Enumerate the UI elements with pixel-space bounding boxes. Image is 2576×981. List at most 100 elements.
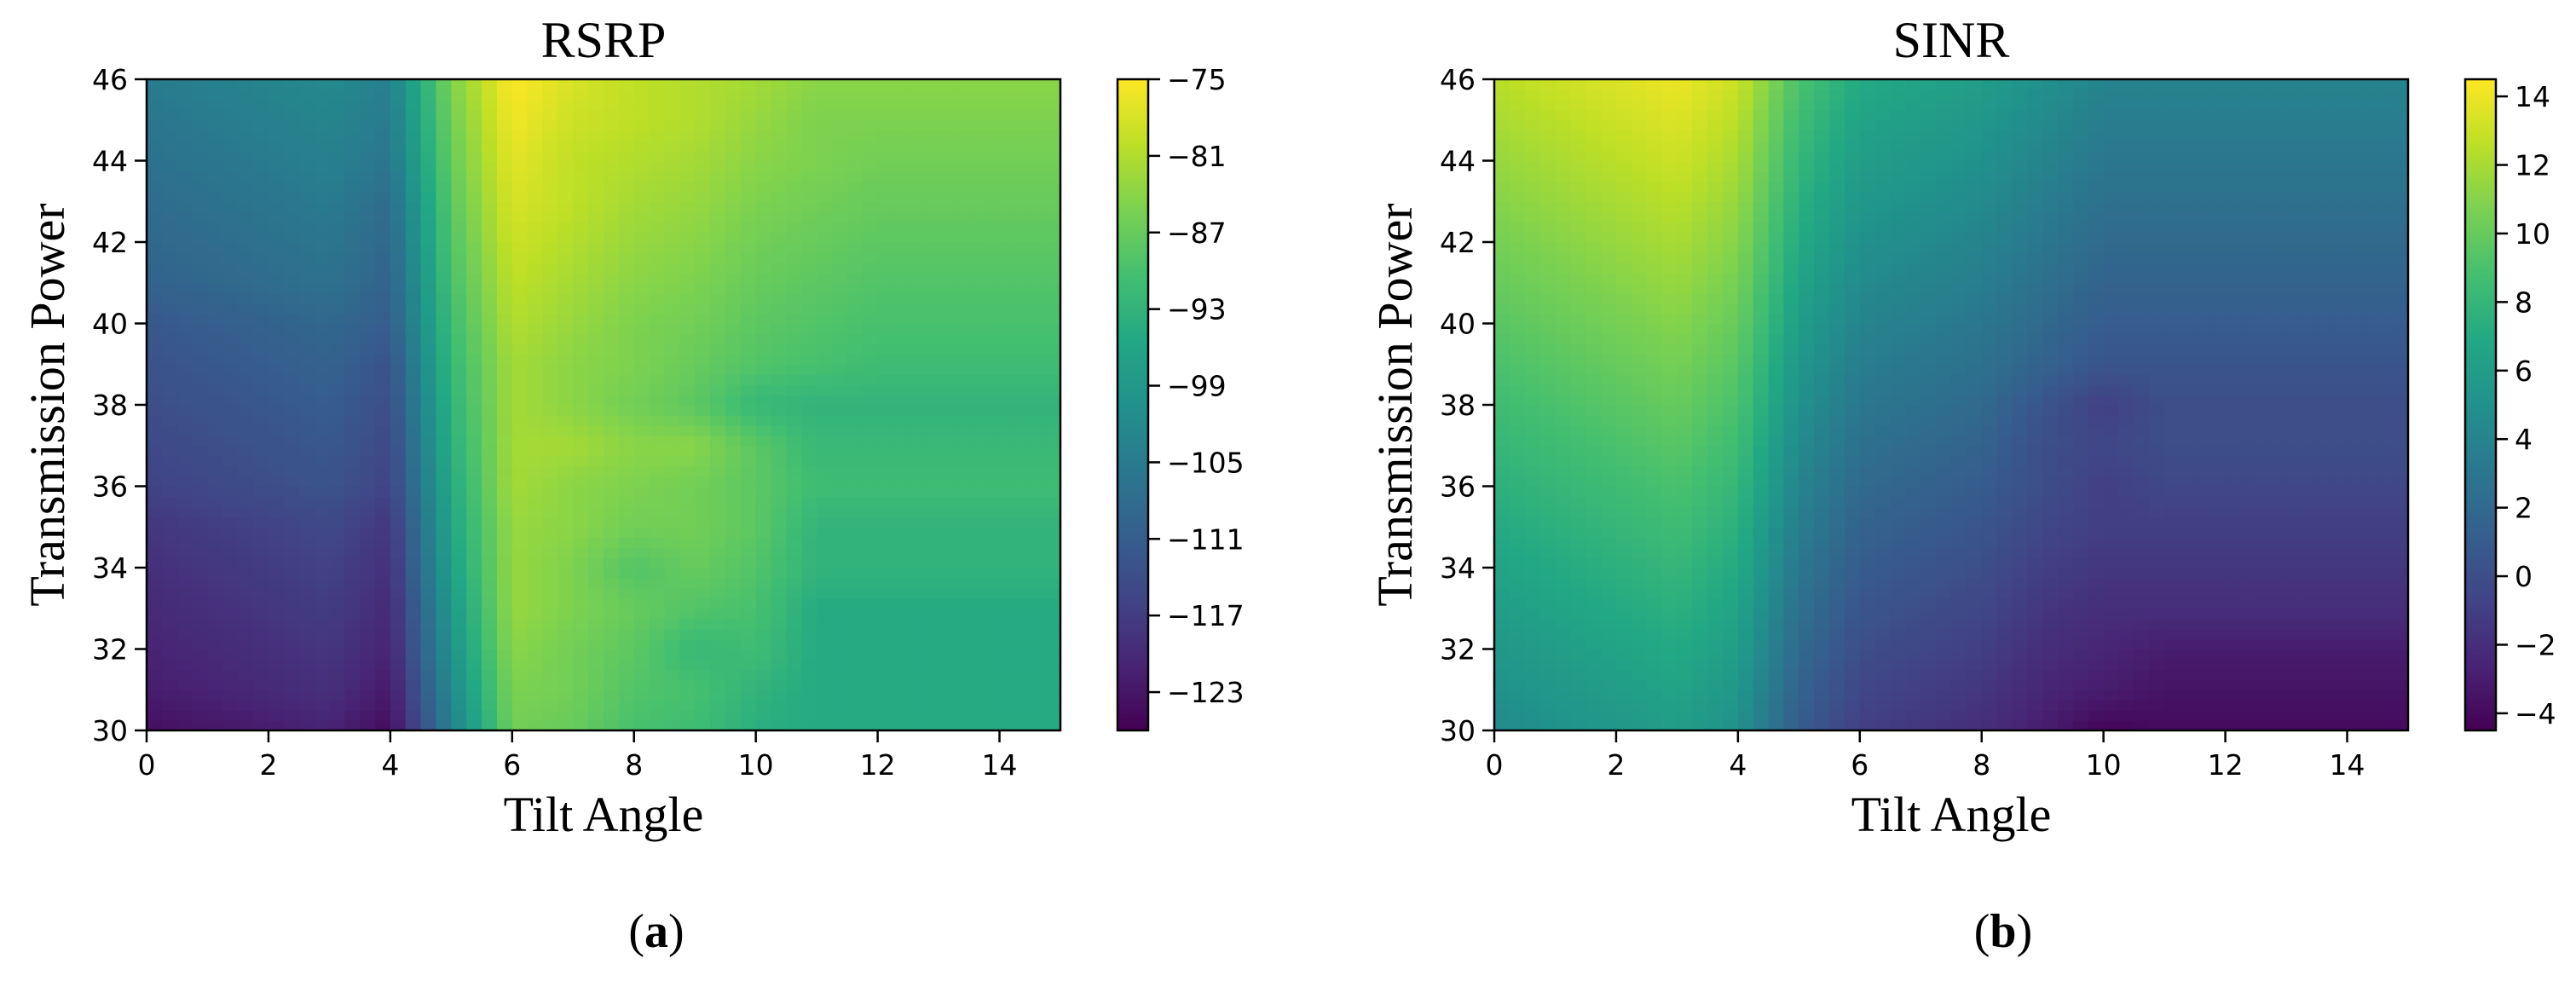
- heatmap-cell: [2271, 597, 2287, 609]
- heatmap-cell: [147, 242, 163, 253]
- heatmap-cell: [633, 405, 650, 416]
- heatmap-cell: [238, 242, 254, 253]
- heatmap-cell: [923, 465, 939, 477]
- heatmap-cell: [1585, 587, 1602, 599]
- heatmap-cell: [939, 568, 955, 579]
- heatmap-cell: [207, 170, 224, 182]
- heatmap-cell: [1045, 262, 1060, 274]
- heatmap-cell: [390, 435, 407, 447]
- heatmap-cell: [420, 597, 437, 609]
- heatmap-cell: [451, 568, 467, 579]
- heatmap-cell: [908, 323, 924, 335]
- heatmap-cell: [527, 222, 544, 233]
- heatmap-cell: [801, 343, 817, 355]
- heatmap-cell: [176, 659, 193, 671]
- heatmap-cell: [862, 577, 879, 589]
- heatmap-cell: [923, 537, 939, 548]
- heatmap-cell: [1692, 608, 1708, 620]
- heatmap-cell: [1890, 577, 1907, 589]
- heatmap-cell: [375, 374, 391, 385]
- heatmap-cell: [968, 313, 985, 325]
- heatmap-cell: [2240, 608, 2257, 620]
- heatmap-cell: [953, 496, 970, 508]
- heatmap-cell: [390, 527, 407, 538]
- heatmap-cell: [1014, 496, 1031, 508]
- heatmap-cell: [238, 251, 254, 263]
- heatmap-cell: [238, 710, 254, 721]
- heatmap-cell: [695, 537, 711, 548]
- heatmap-cell: [176, 414, 193, 426]
- heatmap-cell: [1509, 628, 1526, 640]
- heatmap-cell: [1737, 597, 1754, 609]
- heatmap-cell: [344, 181, 361, 193]
- heatmap-cell: [1723, 710, 1739, 721]
- heatmap-cell: [482, 292, 498, 304]
- heatmap-cell: [2058, 700, 2074, 711]
- heatmap-cell: [390, 455, 407, 467]
- heatmap-cell: [755, 211, 772, 222]
- heatmap-cell: [1996, 587, 2013, 599]
- heatmap-cell: [2134, 690, 2151, 701]
- heatmap-cell: [923, 405, 939, 416]
- heatmap-cell: [588, 496, 604, 508]
- heatmap-cell: [832, 690, 848, 701]
- heatmap-cell: [253, 262, 269, 274]
- heatmap-cell: [1045, 597, 1060, 609]
- heatmap-cell: [2164, 638, 2180, 650]
- heatmap-cell: [2377, 710, 2394, 721]
- heatmap-cell: [695, 445, 711, 457]
- heatmap-cell: [1045, 282, 1060, 294]
- heatmap-cell: [1677, 547, 1694, 558]
- heatmap-cell: [953, 140, 970, 152]
- heatmap-cell: [649, 597, 666, 609]
- heatmap-cell: [1920, 527, 1937, 538]
- heatmap-cell: [238, 201, 254, 212]
- heatmap-cell: [968, 516, 985, 528]
- heatmap-cell: [999, 435, 1016, 447]
- heatmap-cell: [298, 700, 315, 711]
- heatmap-cell: [1905, 649, 1922, 661]
- heatmap-cell: [451, 659, 467, 671]
- heatmap-cell: [2209, 608, 2227, 620]
- heatmap-cell: [314, 232, 331, 243]
- heatmap-cell: [771, 414, 788, 426]
- heatmap-cell: [710, 242, 726, 253]
- heatmap-cell: [314, 181, 331, 193]
- heatmap-cell: [207, 313, 224, 325]
- heatmap-cell: [939, 557, 955, 568]
- heatmap-cell: [176, 527, 193, 538]
- heatmap-cell: [862, 242, 879, 253]
- heatmap-cell: [892, 130, 910, 141]
- heatmap-cell: [1799, 638, 1815, 650]
- heatmap-cell: [2012, 700, 2029, 711]
- heatmap-cell: [1799, 537, 1815, 548]
- heatmap-cell: [344, 222, 361, 233]
- heatmap-cell: [466, 374, 482, 385]
- heatmap-cell: [482, 364, 498, 375]
- heatmap-cell: [1981, 659, 1998, 671]
- heatmap-cell: [649, 476, 666, 488]
- heatmap-cell: [923, 506, 939, 518]
- heatmap-cell: [390, 282, 407, 294]
- heatmap-cell: [511, 232, 528, 243]
- heatmap-cell: [633, 476, 650, 488]
- heatmap-cell: [436, 354, 453, 366]
- heatmap-cell: [771, 343, 788, 355]
- heatmap-cell: [344, 659, 361, 671]
- heatmap-cell: [618, 700, 635, 711]
- heatmap-cell: [527, 700, 544, 711]
- heatmap-cell: [939, 333, 955, 345]
- heatmap-cell: [1509, 557, 1526, 568]
- heatmap-cell: [420, 333, 437, 345]
- heatmap-cell: [2012, 568, 2029, 579]
- heatmap-cell: [1874, 537, 1892, 548]
- heatmap-cell: [908, 537, 924, 548]
- heatmap-cell: [253, 222, 269, 233]
- heatmap-cell: [877, 597, 894, 609]
- heatmap-cell: [832, 608, 848, 620]
- heatmap-cell: [618, 323, 635, 335]
- heatmap-cell: [1014, 354, 1031, 366]
- heatmap-cell: [405, 119, 422, 131]
- heatmap-cell: [892, 435, 910, 447]
- heatmap-cell: [832, 242, 848, 253]
